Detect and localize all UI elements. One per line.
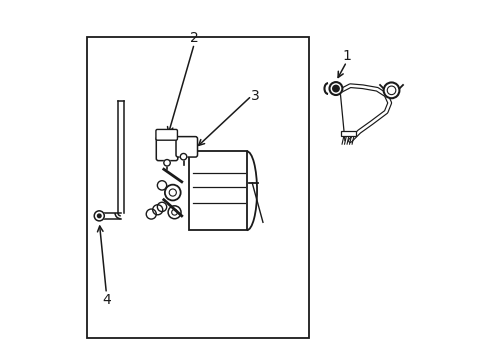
Bar — [188, 151, 246, 230]
Text: 2: 2 — [189, 31, 198, 45]
Circle shape — [163, 159, 170, 166]
Circle shape — [94, 211, 104, 221]
Text: 4: 4 — [102, 293, 111, 307]
FancyBboxPatch shape — [176, 136, 197, 157]
Circle shape — [157, 202, 166, 212]
Text: 1: 1 — [342, 49, 350, 63]
Circle shape — [329, 82, 342, 95]
Circle shape — [157, 181, 166, 190]
Circle shape — [332, 85, 339, 92]
FancyBboxPatch shape — [156, 130, 177, 140]
Text: 3: 3 — [250, 89, 259, 103]
Bar — [86, 37, 308, 338]
Bar — [340, 131, 356, 136]
Circle shape — [180, 153, 186, 160]
Circle shape — [97, 214, 101, 218]
Circle shape — [383, 82, 399, 98]
FancyBboxPatch shape — [156, 136, 178, 161]
